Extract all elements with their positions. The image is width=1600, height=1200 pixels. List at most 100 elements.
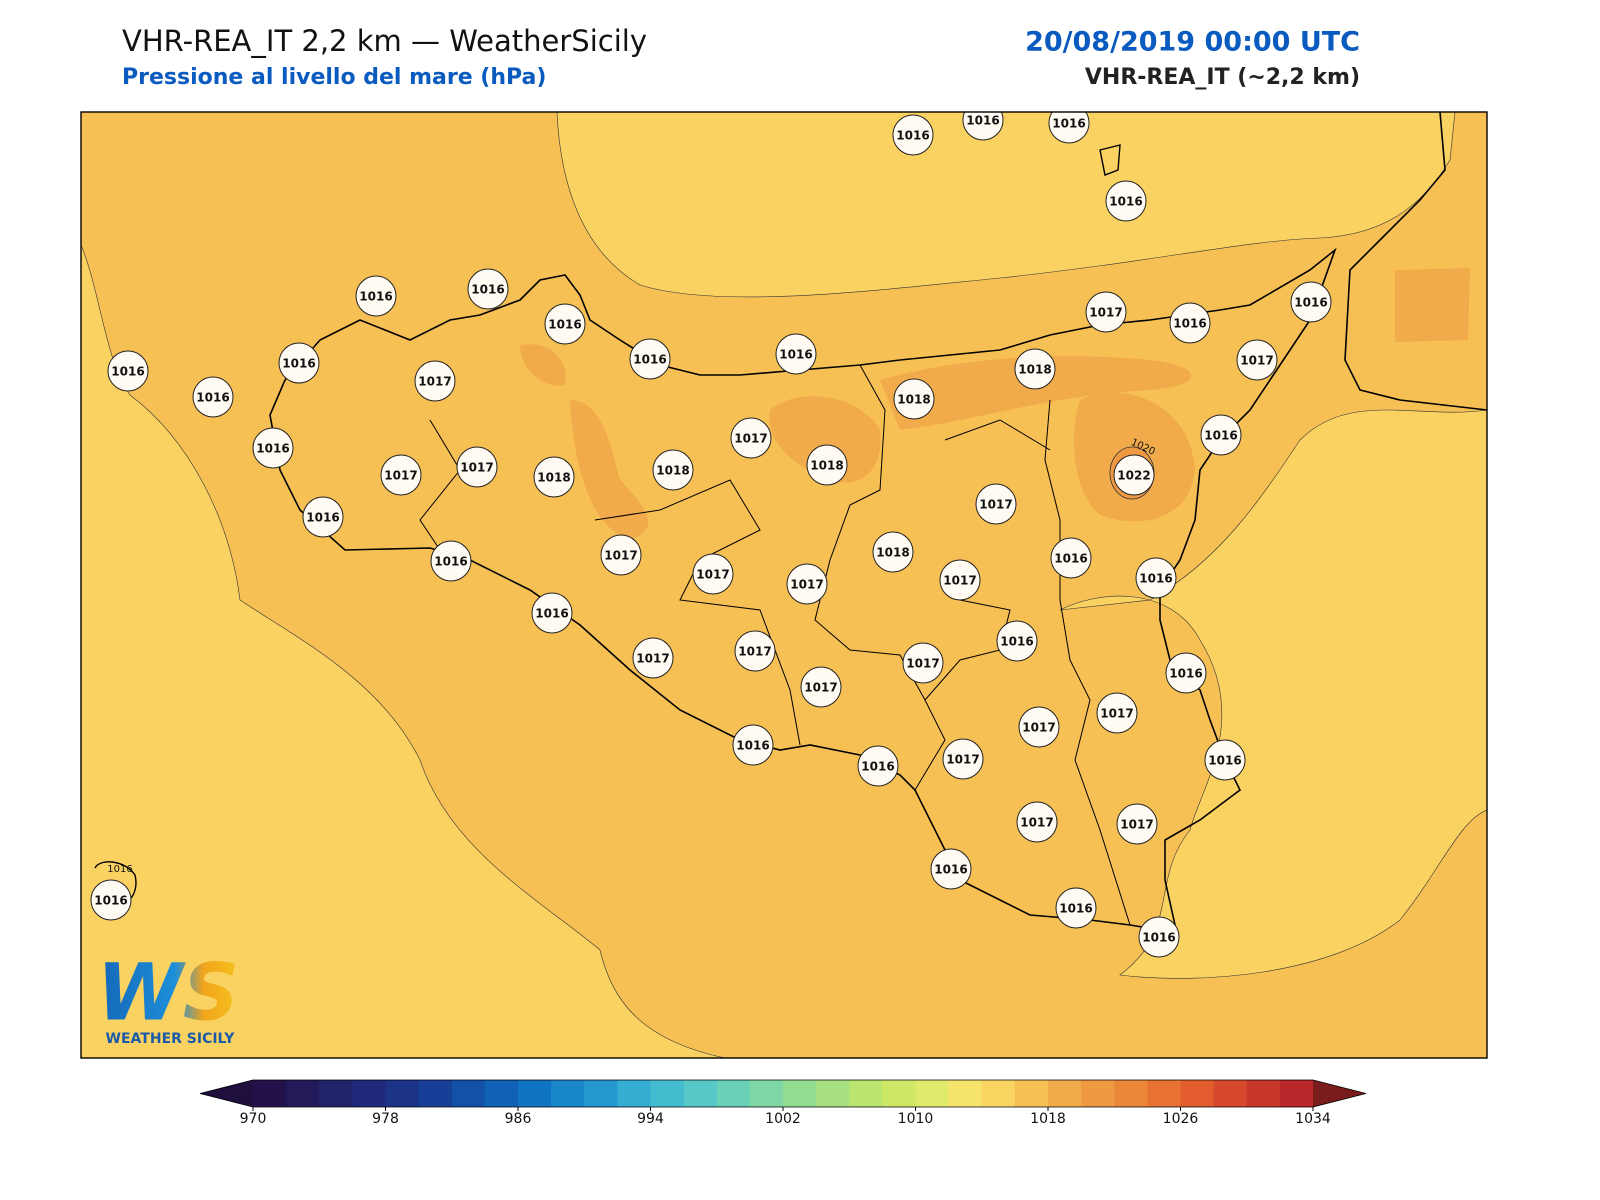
- colorbar-segment: [948, 1080, 983, 1107]
- colorbar-segment: [816, 1080, 850, 1107]
- station-value: 1016: [256, 442, 289, 456]
- station: 1016: [192, 376, 234, 418]
- station: 1016: [1048, 112, 1090, 144]
- field-1014: [81, 244, 726, 1058]
- station-value: 1016: [111, 365, 144, 379]
- station-marker: [1135, 557, 1177, 599]
- station-marker: [1165, 652, 1207, 694]
- station-marker: [278, 342, 320, 384]
- colorbar-segment: [484, 1080, 519, 1107]
- station: 1017: [939, 559, 981, 601]
- station-value: 1017: [943, 574, 976, 588]
- station-marker: [692, 553, 734, 595]
- station-value: 1016: [1208, 754, 1241, 768]
- station-marker: [1050, 537, 1092, 579]
- station-marker: [1055, 887, 1097, 929]
- station-value: 1017: [1100, 707, 1133, 721]
- station: 1017: [1096, 692, 1138, 734]
- colorbar-tick-label: 978: [372, 1111, 399, 1127]
- station: 1017: [1016, 801, 1058, 843]
- station-value: 1017: [604, 549, 637, 563]
- colorbar-segment: [1081, 1080, 1115, 1107]
- station-value: 1017: [384, 469, 417, 483]
- colorbar-segment: [286, 1080, 320, 1107]
- logo-mark: WS: [97, 948, 239, 1038]
- station-marker: [734, 630, 776, 672]
- station-marker: [962, 112, 1004, 141]
- station-marker: [1096, 692, 1138, 734]
- colorbar-segment: [1014, 1080, 1049, 1107]
- station-marker: [1116, 803, 1158, 845]
- station: 1016: [252, 427, 294, 469]
- station-value: 1018: [656, 464, 689, 478]
- station: 1016: [1050, 537, 1092, 579]
- station-value: 1016: [359, 290, 392, 304]
- station-value: 1016: [282, 357, 315, 371]
- station-value: 1016: [1142, 931, 1175, 945]
- colorbar-tick-label: 1010: [898, 1111, 934, 1127]
- station: 1017: [380, 454, 422, 496]
- station-value: 1016: [1052, 117, 1085, 131]
- station-value: 1017: [946, 753, 979, 767]
- station-value: 1016: [896, 129, 929, 143]
- station-marker: [975, 483, 1017, 525]
- station: 1017: [1085, 291, 1127, 333]
- colorbar-segment: [1213, 1080, 1248, 1107]
- colorbar-segment: [551, 1080, 585, 1107]
- station: 1016: [107, 350, 149, 392]
- station-value: 1017: [1120, 818, 1153, 832]
- station: 1017: [1236, 339, 1278, 381]
- station-marker: [544, 303, 586, 345]
- coastline: [269, 247, 1337, 931]
- station-value: 1016: [1169, 667, 1202, 681]
- station-marker: [1018, 706, 1060, 748]
- colorbar-segment: [981, 1080, 1016, 1107]
- station-value: 1018: [1018, 363, 1051, 377]
- station: 1018: [652, 449, 694, 491]
- station: 1016: [467, 268, 509, 310]
- station-marker: [192, 376, 234, 418]
- contour-label: 1016: [107, 864, 132, 875]
- station-value: 1017: [906, 657, 939, 671]
- colorbar-tick-label: 1018: [1030, 1111, 1066, 1127]
- station: 1016: [531, 592, 573, 634]
- station-marker: [1014, 348, 1056, 390]
- station-value: 1022: [1117, 469, 1150, 483]
- station-marker: [107, 350, 149, 392]
- station-value: 1016: [471, 283, 504, 297]
- colorbar-tick-label: 1002: [765, 1111, 801, 1127]
- station: 1016: [1055, 887, 1097, 929]
- station: 1016: [996, 620, 1038, 662]
- colorbar-segment: [1114, 1080, 1148, 1107]
- station-marker: [930, 848, 972, 890]
- station: 1017: [414, 360, 456, 402]
- subtitle: Pressione al livello del mare (hPa): [122, 65, 546, 90]
- station-value: 1017: [804, 681, 837, 695]
- field-1018: [570, 400, 649, 540]
- station: 1017: [456, 446, 498, 488]
- station: 1016: [355, 275, 397, 317]
- station: 1016: [732, 724, 774, 766]
- station-value: 1016: [196, 391, 229, 405]
- station: 1018: [872, 531, 914, 573]
- station: 1016: [1138, 916, 1180, 958]
- station: 1016: [544, 303, 586, 345]
- station: 1016: [1290, 281, 1332, 323]
- station: 1017: [600, 534, 642, 576]
- station-marker: [380, 454, 422, 496]
- station: 1016: [302, 496, 344, 538]
- station-value: 1017: [418, 375, 451, 389]
- station: 1016: [90, 879, 132, 921]
- station: 1017: [1116, 803, 1158, 845]
- model-label: VHR-REA_IT (~2,2 km): [1085, 65, 1360, 90]
- station: 1018: [1014, 348, 1056, 390]
- colorbar-tick-label: 1026: [1163, 1111, 1199, 1127]
- colorbar-segment: [1147, 1080, 1181, 1107]
- station-value: 1017: [979, 498, 1012, 512]
- field-1018: [769, 396, 881, 483]
- station-marker: [1236, 339, 1278, 381]
- station-marker: [302, 496, 344, 538]
